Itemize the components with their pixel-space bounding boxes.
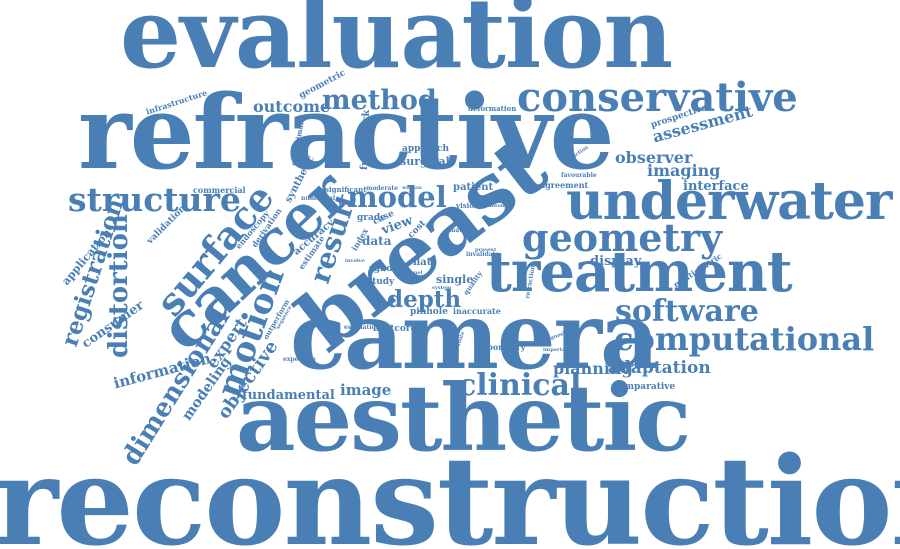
word-agreement: agreement <box>540 180 589 190</box>
word-image: image <box>340 381 392 399</box>
word-deformation: deformation <box>468 104 517 113</box>
word-invalidate: invalidate <box>466 251 500 258</box>
word-flat: flat <box>413 257 432 268</box>
word-imaging: imaging <box>647 161 721 180</box>
word-evaluation: evaluation <box>120 0 673 90</box>
word-camera: camera <box>290 282 660 390</box>
word-computational: computational <box>614 320 875 358</box>
word-system: system <box>432 285 452 291</box>
word-vision: vision <box>456 201 480 210</box>
word-woman: woman <box>402 185 422 191</box>
word-study: study <box>367 277 395 287</box>
word-single: single <box>436 273 474 286</box>
word-favourable: favourable <box>561 172 597 179</box>
word-framework: framework <box>359 109 373 171</box>
word-method: method <box>322 85 437 116</box>
word-significant: significant <box>325 185 367 194</box>
word-clinical: clinical <box>458 368 582 403</box>
word-matrix: matrix <box>449 227 472 234</box>
word-inaccurate: inaccurate <box>453 306 501 316</box>
word-important: important <box>543 347 572 353</box>
word-moderate: moderate <box>366 185 399 192</box>
word-involve: involve <box>345 258 365 264</box>
word-approach: approach <box>402 144 450 154</box>
word-rgbd: rgbd <box>369 264 393 274</box>
word-laboratory: laboratory <box>479 342 526 352</box>
word-treatment: treatment <box>486 239 793 305</box>
word-commercial: commercial <box>193 185 246 195</box>
word-patient: patient <box>453 182 494 193</box>
word-surgical: surgical <box>400 155 450 168</box>
word-refractive: refractive <box>78 73 614 193</box>
word-reconstruction: reconstruction <box>0 429 900 549</box>
word-conservative: conservative <box>517 74 798 121</box>
word-aesthetic: aesthetic <box>236 364 691 472</box>
word-observer: observer <box>615 148 693 167</box>
word-comparative: comparative <box>613 382 676 392</box>
word-planning: planning <box>553 359 633 378</box>
word-bcctcore: bcctcore <box>373 324 417 334</box>
word-structure: structure <box>68 180 241 219</box>
word-estimation: estimation <box>344 324 380 331</box>
word-software: software <box>615 294 759 329</box>
word-model: model <box>347 180 447 214</box>
word-expensive: expensive <box>283 356 316 363</box>
word-grade: grade <box>357 213 386 223</box>
word-panel: panel <box>407 270 423 276</box>
word-underwater: underwater <box>566 171 892 232</box>
word-adaptation: adaptation <box>608 358 711 378</box>
word-depth: depth <box>387 286 462 313</box>
word-geometry: geometry <box>522 215 723 260</box>
word-fundamental: fundamental <box>242 388 335 403</box>
word-present: present <box>475 247 497 253</box>
word-display: display <box>590 254 642 269</box>
word-numerical: numerical <box>301 195 336 202</box>
word-outcome: outcome <box>253 97 331 116</box>
word-data: data <box>362 234 392 248</box>
word-pinhole: pinhole <box>410 307 448 317</box>
word-phantom: phantom <box>481 203 506 209</box>
word-interface: interface <box>683 179 749 194</box>
